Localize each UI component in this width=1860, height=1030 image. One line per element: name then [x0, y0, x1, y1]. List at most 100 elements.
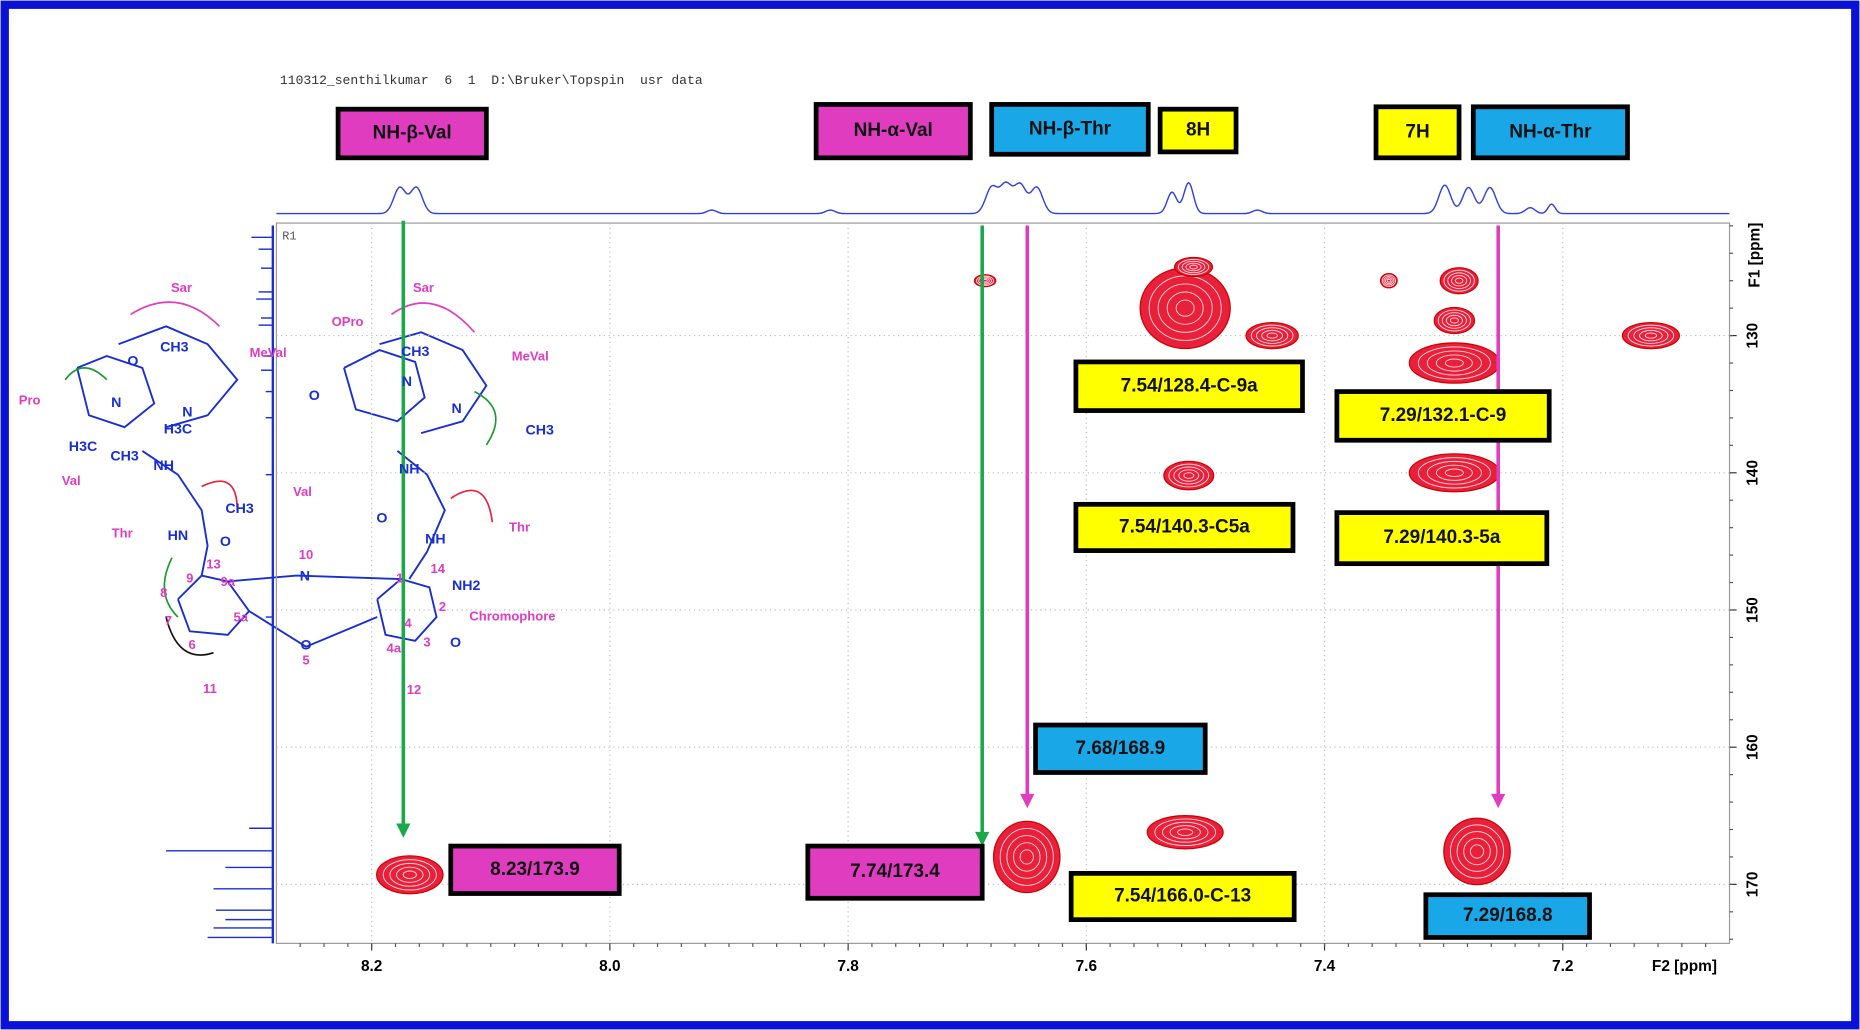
annotation-box — [813, 102, 973, 161]
atom-label: NH — [425, 532, 446, 548]
contour-ring — [1381, 274, 1396, 287]
contour-ring — [1443, 269, 1475, 292]
contour-ring — [1445, 314, 1463, 327]
cross-peak — [1245, 321, 1299, 350]
contour-ring — [396, 866, 424, 883]
correlation-arrow — [165, 616, 214, 656]
y-tick-label: 150 — [1744, 597, 1761, 623]
contour-ring — [1177, 828, 1194, 837]
contour-ring — [1177, 258, 1210, 276]
residue-label: Pro — [19, 393, 41, 408]
annotation-label: 7H — [1405, 121, 1429, 142]
contour-ring — [1178, 469, 1200, 482]
residue-label: Sar — [171, 280, 192, 295]
bond — [141, 450, 209, 576]
contour-ring — [1154, 818, 1217, 847]
annotation-label: 7.74/173.4 — [850, 861, 940, 882]
correlation-arrow — [201, 480, 239, 511]
annotation-box — [805, 843, 985, 901]
y-tick-label: 140 — [1744, 460, 1761, 486]
contour-ring — [1169, 825, 1201, 840]
atom-label: N — [452, 401, 462, 417]
residue-label: OPro — [332, 314, 364, 329]
residue-label: Thr — [112, 525, 133, 540]
annotation-label: NH-α-Thr — [1509, 121, 1592, 142]
contour-ring — [1644, 332, 1658, 339]
ring — [376, 578, 438, 642]
contour-ring — [1444, 468, 1464, 478]
annotation-label: NH-α-Val — [854, 120, 933, 141]
residue-label: 5 — [302, 652, 309, 667]
residue-label: Thr — [509, 520, 530, 535]
correlation-arrow — [64, 367, 108, 381]
correlation-arrow — [390, 302, 476, 333]
contour-ring — [999, 827, 1054, 886]
arrow-head — [396, 823, 411, 838]
atom-label: O — [301, 637, 312, 653]
arrow-head — [975, 831, 990, 847]
cross-peak — [1163, 460, 1215, 491]
contour-ring — [1386, 278, 1391, 283]
annotation-box — [448, 843, 622, 896]
residue-label: 9a — [220, 574, 235, 589]
annotation-label: 7.29/168.8 — [1463, 905, 1553, 926]
contour-ring — [1266, 332, 1278, 339]
bond — [227, 574, 401, 583]
x-tick-label: 8.0 — [599, 958, 620, 975]
atom-label: H3C — [164, 421, 192, 437]
residue-label: 6 — [189, 637, 196, 652]
contour-ring — [1639, 329, 1663, 342]
region-label: R1 — [282, 229, 296, 243]
cross-peak — [973, 274, 997, 288]
contour-ring — [1447, 272, 1472, 290]
annotation-box — [1373, 104, 1462, 161]
contour-ring — [1417, 457, 1491, 489]
atom-label: O — [450, 635, 461, 651]
annotation-label: 7.54/166.0-C-13 — [1114, 886, 1251, 907]
contour-ring — [382, 859, 437, 891]
contour-ring — [1426, 460, 1482, 485]
atom-label: CH3 — [160, 339, 189, 355]
contour-ring — [1417, 346, 1491, 380]
cross-peak — [1146, 815, 1224, 850]
annotation-label: NH-β-Val — [373, 123, 452, 144]
cross-peak — [1408, 342, 1501, 384]
cross-peak — [1139, 267, 1231, 350]
residue-label: 10 — [299, 547, 314, 562]
contour-ring — [976, 275, 995, 286]
atom-label: NH — [153, 458, 174, 474]
contour-ring — [1185, 262, 1202, 272]
contour-ring — [1161, 821, 1209, 843]
x-tick-label: 8.2 — [361, 958, 382, 975]
annotation-label: 7.29/132.1-C-9 — [1380, 405, 1507, 426]
residue-label: 2 — [439, 599, 446, 614]
contour-ring — [1633, 327, 1669, 344]
atom-label: O — [309, 388, 320, 404]
x-tick-label: 7.6 — [1076, 958, 1098, 975]
atom-label: NH — [399, 462, 420, 478]
residue-label: 3 — [423, 635, 430, 650]
molecule-skeleton — [76, 325, 488, 648]
y-axis-label: F1 [ppm] — [1747, 223, 1764, 288]
annotation-box — [1334, 389, 1552, 443]
atom-label: O — [376, 510, 387, 526]
atom-label: CH3 — [401, 344, 430, 360]
contour-ring — [1168, 463, 1210, 488]
annotation-label: NH-β-Thr — [1029, 118, 1112, 139]
annotation-box — [1068, 870, 1297, 923]
bond — [118, 325, 239, 429]
contour-ring — [1166, 291, 1204, 325]
y-tick-label: 160 — [1744, 734, 1761, 760]
x-axis-label: F2 [ppm] — [1652, 958, 1717, 975]
contour-ring — [402, 870, 417, 880]
contour-ring — [1435, 354, 1473, 372]
annotation-label: 8H — [1186, 120, 1210, 141]
contour-ring — [1469, 844, 1485, 859]
x-tick-label: 7.4 — [1314, 958, 1336, 975]
atom-label: N — [402, 374, 412, 390]
x-tick-label: 7.2 — [1552, 958, 1573, 975]
residue-label: 12 — [407, 682, 422, 697]
contour-ring — [1463, 837, 1491, 866]
contour-ring — [1013, 842, 1041, 872]
